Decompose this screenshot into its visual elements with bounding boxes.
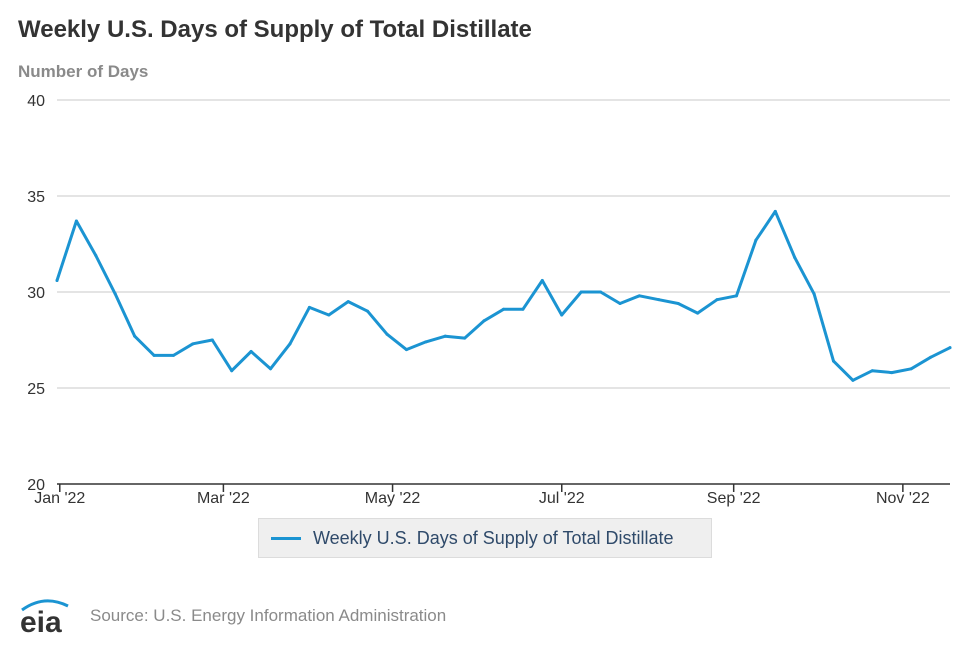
data-point [715,298,719,302]
data-point [269,367,273,371]
x-tick-label: May '22 [365,490,421,507]
data-point [754,238,758,242]
x-tick-label: Nov '22 [876,490,930,507]
data-point [929,355,933,359]
data-point [657,298,661,302]
data-point [909,367,913,371]
data-point [133,334,137,338]
data-point [307,305,311,309]
data-point [191,342,195,346]
data-point [851,378,855,382]
data-point [152,353,156,357]
data-point [773,209,777,213]
data-point [288,342,292,346]
source-text: Source: U.S. Energy Information Administ… [90,606,447,625]
data-point [793,255,797,259]
legend-label: Weekly U.S. Days of Supply of Total Dist… [313,527,674,548]
data-point [948,346,952,350]
data-point [832,359,836,363]
x-tick-label: Jan '22 [34,490,85,507]
data-point [637,294,641,298]
data-point [676,302,680,306]
data-point [618,302,622,306]
data-point [113,292,117,296]
line-chart: 20 25 30 35 40 Jan '22 Mar '22 May '22 Jul '22 Se… [27,93,952,507]
data-point [385,332,389,336]
data-point [734,294,738,298]
data-point [870,369,874,373]
x-tick-label: Mar '22 [197,490,250,507]
x-tick-label: Sep '22 [707,490,761,507]
data-point [366,309,370,313]
footer: eia Source: U.S. Energy Information Admi… [18,596,447,639]
data-point [210,338,214,342]
data-point [521,307,525,311]
data-point [890,371,894,375]
data-point [482,319,486,323]
data-point [540,278,544,282]
eia-logo-icon: eia [18,596,70,639]
data-point [94,254,98,258]
data-point [171,353,175,357]
chart-title: Weekly U.S. Days of Supply of Total Dist… [18,16,532,43]
data-point [463,336,467,340]
data-point [579,290,583,294]
y-tick-label: 20 [27,477,45,494]
data-point [443,334,447,338]
data-point [560,313,564,317]
legend-swatch [271,536,301,540]
data-point [55,278,59,282]
data-point [346,300,350,304]
series-line [55,209,952,382]
data-point [249,350,253,354]
y-axis-label: Number of Days [18,62,149,81]
data-point [696,311,700,315]
data-point [812,292,816,296]
data-point [404,348,408,352]
y-tick-label: 35 [27,189,45,206]
x-tick-label: Jul '22 [539,490,585,507]
y-tick-label: 40 [27,93,45,110]
y-tick-label: 30 [27,285,45,302]
data-point [74,219,78,223]
data-point [599,290,603,294]
y-tick-label: 25 [27,381,45,398]
legend[interactable]: Weekly U.S. Days of Supply of Total Dist… [258,518,712,558]
logo-text: eia [20,606,62,636]
data-point [230,369,234,373]
data-point [327,313,331,317]
data-point [424,340,428,344]
data-point [502,307,505,311]
